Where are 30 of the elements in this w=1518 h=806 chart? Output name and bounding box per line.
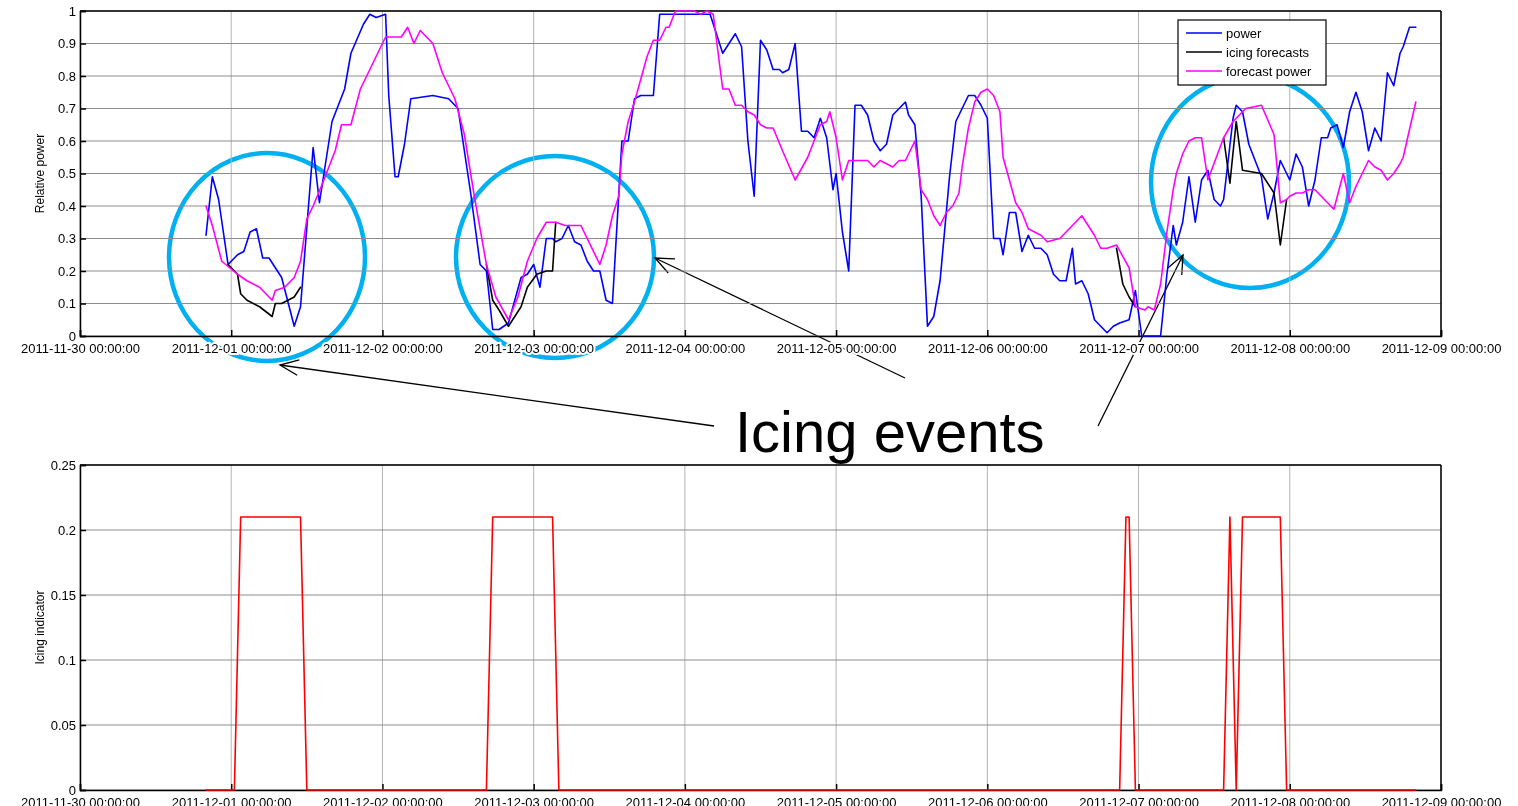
y-tick-label: 0.1: [57, 296, 76, 312]
y-tick-label: 0.9: [57, 36, 76, 52]
y-tick-label: 0.3: [57, 231, 76, 247]
x-tick-label: 2011-11-30 00:00:00: [21, 341, 140, 357]
y-axis-title: Relative power: [33, 133, 47, 214]
x-tick-label: 2011-12-05 00:00:00: [776, 341, 897, 357]
y-axis-title: Icing indicator: [33, 590, 47, 665]
y-tick-label: 0.2: [57, 263, 76, 279]
y-tick-label: 0.2: [57, 522, 76, 538]
x-tick-label: 2011-12-04 00:00:00: [625, 341, 746, 357]
x-tick-label: 2011-12-06 00:00:00: [927, 341, 1048, 357]
legend-label: forecast power: [1226, 63, 1312, 79]
text: Icing events: [735, 399, 1045, 464]
y-tick-label: 0.1: [57, 652, 76, 668]
legend-label: power: [1226, 25, 1263, 41]
y-tick-label: 0: [68, 782, 76, 798]
y-tick-label: 0: [68, 328, 76, 344]
y-tick-label: 0.4: [57, 198, 76, 214]
y-tick-label: 0.5: [57, 166, 76, 182]
y-tick-label: 0.6: [57, 133, 76, 149]
y-tick-label: 1: [68, 3, 76, 19]
y-tick-label: 0.15: [50, 587, 76, 603]
y-tick-label: 0.05: [50, 717, 76, 733]
x-tick-label: 2011-12-09 00:00:00: [1381, 341, 1502, 357]
legend-label: icing forecasts: [1226, 44, 1310, 60]
y-tick-label: 0.25: [50, 457, 76, 473]
x-tick-label: 2011-12-02 00:00:00: [323, 341, 443, 357]
x-tick-label: 2011-12-08 00:00:00: [1230, 341, 1351, 357]
y-tick-label: 0.8: [57, 68, 76, 84]
y-tick-label: 0.7: [57, 101, 76, 117]
